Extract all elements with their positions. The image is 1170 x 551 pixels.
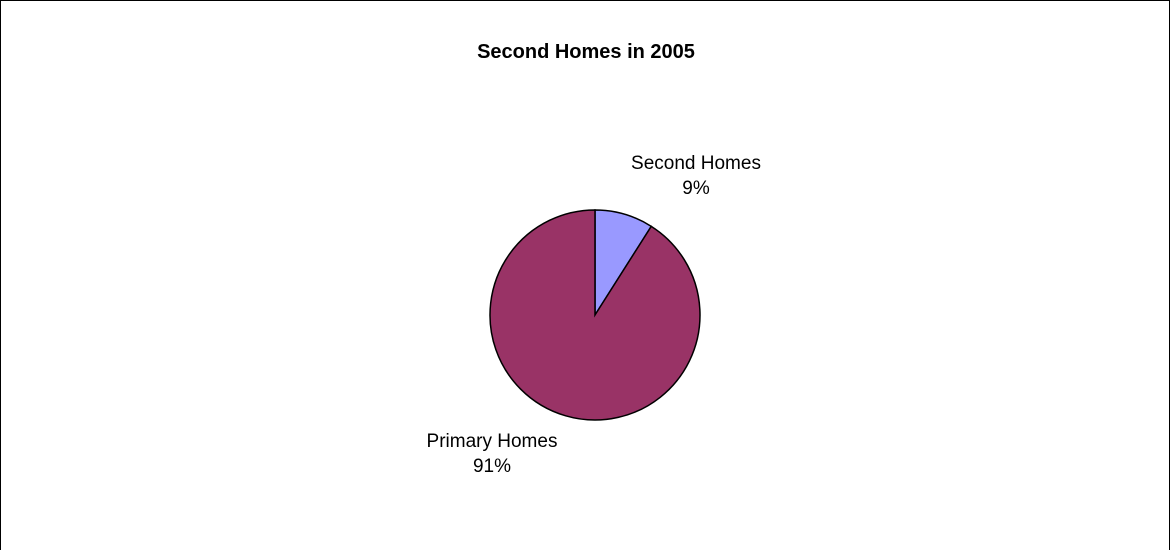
slice-value-label: 9%	[682, 178, 710, 199]
chart-title: Second Homes in 2005	[477, 41, 695, 63]
slice-category-label: Second Homes	[631, 153, 761, 174]
pie-slice-primary-homes	[489, 209, 701, 421]
slice-value-label: 91%	[473, 456, 511, 477]
slice-category-label: Primary Homes	[427, 431, 558, 452]
